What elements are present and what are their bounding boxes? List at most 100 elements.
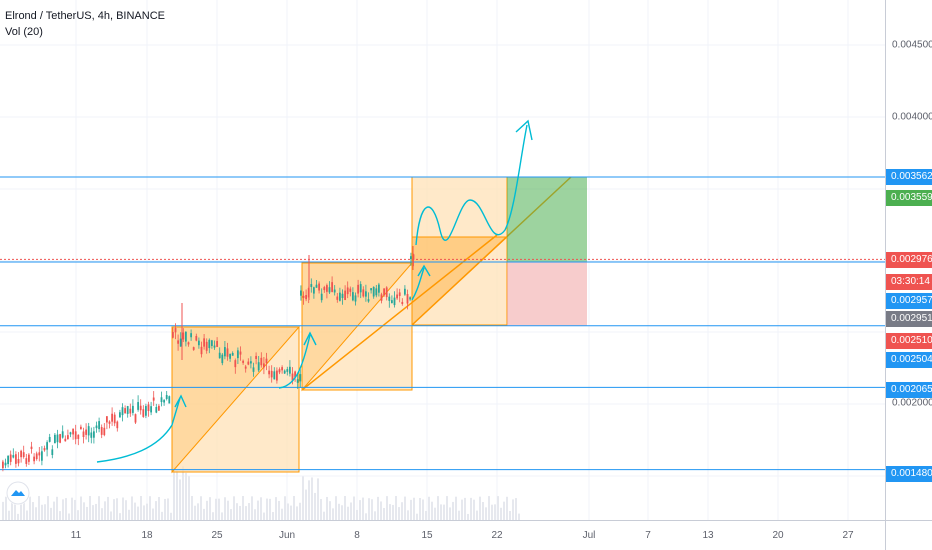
candle-body [226, 348, 229, 357]
price-tag: 0.002065 [886, 382, 932, 398]
volume-bar [17, 513, 19, 520]
volume-bar [389, 504, 391, 520]
volume-bar [332, 508, 334, 520]
candle-body [370, 288, 372, 291]
volume-bar [449, 507, 451, 520]
volume-bar [188, 476, 190, 520]
volume-bar [290, 505, 292, 520]
volume-bar [329, 501, 331, 520]
candle-body [346, 287, 349, 295]
candle-body [51, 449, 54, 455]
volume-bar [146, 503, 148, 520]
candle-body [221, 354, 224, 364]
volume-bar [338, 503, 340, 520]
arrow-head-icon [417, 264, 431, 277]
volume-bar [476, 510, 478, 520]
volume-bar [380, 501, 382, 520]
volume-bar [494, 504, 496, 520]
volume-bar [500, 507, 502, 520]
candle-body [116, 421, 119, 429]
candle-body [35, 453, 38, 460]
volume-bar [71, 497, 73, 520]
candle-body [242, 360, 244, 363]
candle-body [289, 366, 291, 374]
time-label: 8 [354, 530, 360, 541]
candle-body [305, 295, 307, 300]
arrow-head-icon [303, 331, 317, 346]
volume-bar [344, 496, 346, 520]
candle-body [299, 374, 302, 382]
candle-body [323, 287, 326, 291]
volume-bar [143, 505, 145, 520]
candle-body [318, 283, 320, 291]
volume-bar [80, 496, 82, 520]
candle-body [106, 416, 108, 423]
volume-bar [197, 503, 199, 520]
candle-body [158, 405, 160, 411]
volume-bar [452, 501, 454, 520]
volume-bar [59, 511, 61, 520]
volume-bar [506, 496, 508, 520]
tradingview-logo-icon[interactable] [6, 481, 30, 505]
candle-body [372, 286, 375, 297]
price-tick-label: 0.004500 [892, 39, 932, 51]
volume-bar [362, 497, 364, 520]
candle-body [179, 338, 182, 347]
volume-bar [98, 496, 100, 520]
volume-bar [8, 510, 10, 520]
volume-bar [260, 497, 262, 520]
volume-bar [395, 496, 397, 520]
time-scale[interactable] [0, 520, 885, 550]
volume-bar [200, 496, 202, 520]
candle-body [263, 363, 265, 368]
projection-arrow [278, 334, 311, 389]
volume-bar [248, 503, 250, 520]
candle-body [378, 284, 380, 293]
candle-body [129, 408, 132, 414]
volume-bar [215, 498, 217, 520]
volume-bar [2, 501, 4, 520]
candle-body [211, 340, 213, 346]
candle-body [90, 432, 93, 438]
candle-body [300, 290, 302, 296]
candle-body [310, 284, 313, 288]
candle-body [410, 256, 412, 260]
volume-bar [128, 509, 130, 520]
volume-bar [413, 497, 415, 520]
volume-bar [518, 513, 520, 520]
volume-bar [359, 500, 361, 520]
candle-body [137, 402, 139, 410]
price-tag: 0.002976 [886, 252, 932, 268]
volume-bar [512, 499, 514, 520]
chart-canvas[interactable] [0, 0, 885, 520]
volume-bar [368, 498, 370, 520]
volume-bar [398, 507, 400, 520]
volume-bar [320, 499, 322, 520]
candle-body [165, 395, 168, 399]
volume-bar [86, 506, 88, 520]
symbol-title[interactable]: Elrond / TetherUS, 4h, BINANCE [5, 10, 165, 22]
volume-bar [5, 496, 7, 520]
volume-bar [11, 499, 13, 520]
volume-bar [104, 501, 106, 520]
volume-bar [293, 496, 295, 520]
candle-body [362, 289, 365, 297]
candle-body [281, 367, 283, 371]
volume-bar [218, 498, 220, 520]
volume-bar [185, 472, 187, 520]
candle-body [163, 400, 165, 403]
candle-body [200, 346, 203, 355]
volume-bar [350, 502, 352, 520]
volume-bar [14, 497, 16, 520]
time-label: 18 [141, 530, 153, 541]
candle-body [168, 396, 171, 404]
candle-body [344, 290, 346, 301]
volume-bar [236, 503, 238, 520]
candle-body [296, 379, 299, 383]
time-label: 25 [211, 530, 223, 541]
candle-body [385, 287, 388, 298]
volume-indicator-label[interactable]: Vol (20) [5, 26, 43, 38]
volume-bar [230, 509, 232, 520]
candle-body [142, 409, 145, 417]
